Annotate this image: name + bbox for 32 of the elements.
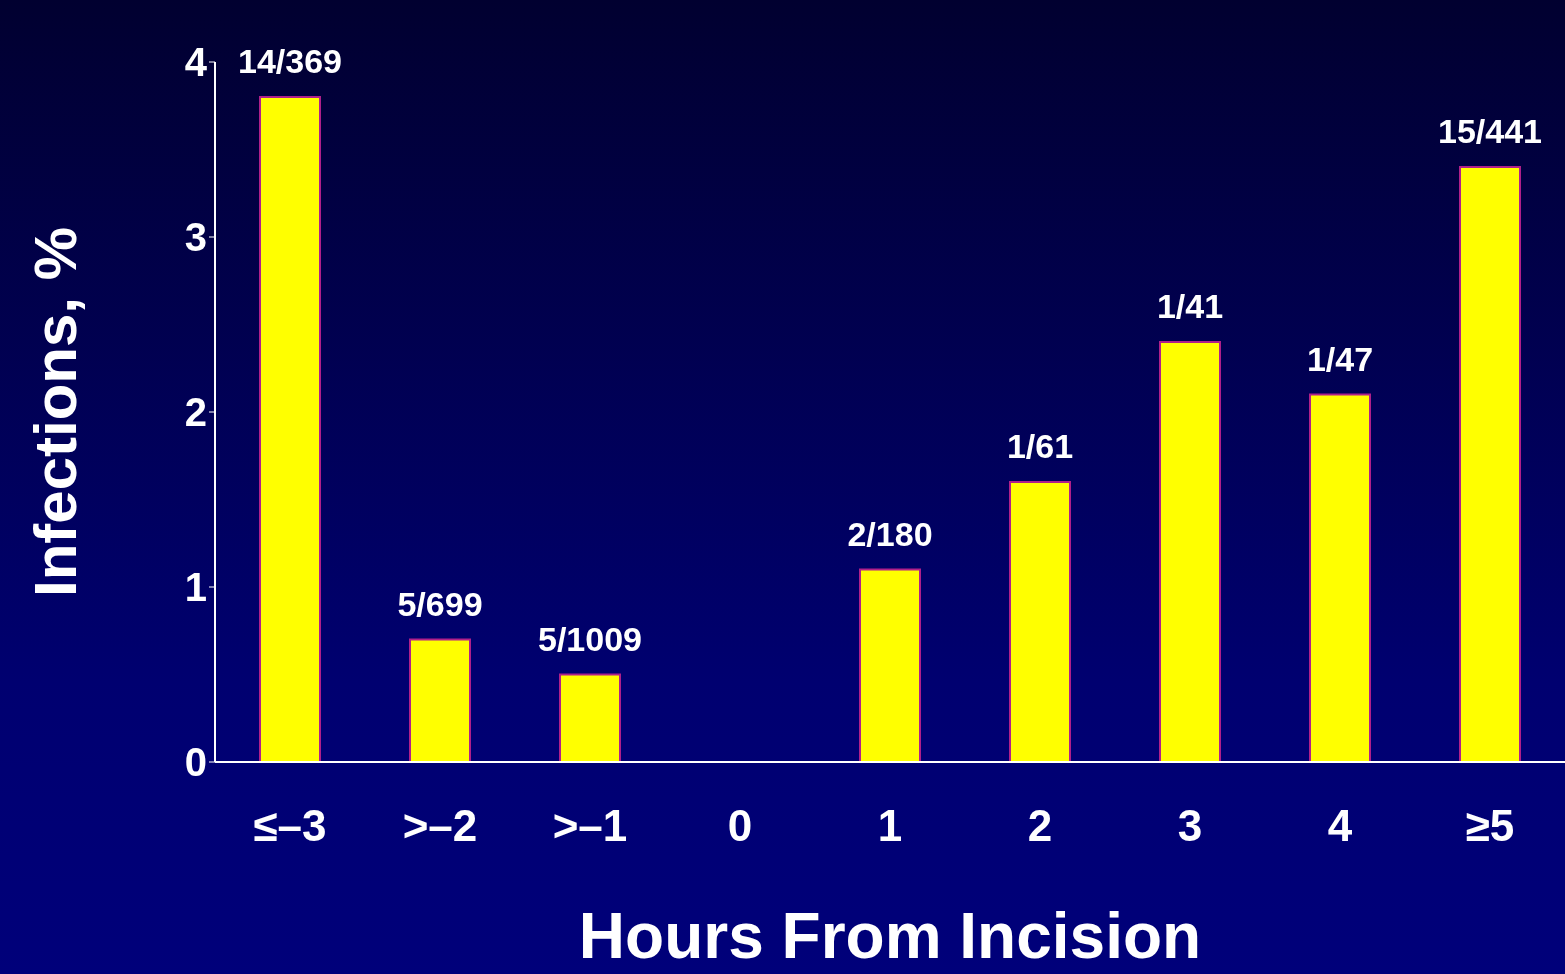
y-tick-label: 0: [184, 740, 207, 785]
data-label: 5/699: [397, 584, 483, 623]
y-tick-label: 2: [184, 390, 207, 435]
data-label: 5/1009: [538, 619, 642, 658]
bar: [559, 673, 621, 762]
x-tick-label: 2: [1027, 801, 1053, 851]
data-label: 1/47: [1306, 339, 1374, 378]
bar: [859, 568, 921, 762]
bar: [1009, 481, 1071, 762]
data-label: 15/441: [1438, 112, 1542, 150]
bar: [1159, 341, 1221, 762]
x-tick-label: 4: [1327, 801, 1353, 851]
x-tick-label: 3: [1177, 801, 1203, 851]
bar: [1309, 393, 1371, 762]
data-label: 14/369: [238, 42, 342, 80]
bar: [409, 638, 471, 762]
data-label: 1/41: [1156, 287, 1224, 325]
x-tick-label: 0: [727, 801, 753, 851]
y-tick-label: 3: [184, 215, 207, 260]
data-label: 2/180: [847, 514, 933, 553]
data-label: 1/61: [1006, 427, 1074, 465]
x-tick-label: ≤–3: [253, 801, 327, 851]
x-tick-label: >–1: [552, 801, 628, 851]
x-tick-label: ≥5: [1465, 801, 1515, 851]
x-tick-label: 1: [877, 801, 903, 851]
y-axis-title: Infections, %: [22, 226, 89, 598]
y-tick-label: 1: [184, 565, 207, 610]
y-tick-label: 4: [184, 40, 208, 85]
x-tick-label: >–2: [402, 801, 478, 851]
x-axis-title: Hours From Incision: [578, 900, 1202, 972]
bar: [259, 96, 321, 762]
bar: [1459, 166, 1521, 762]
